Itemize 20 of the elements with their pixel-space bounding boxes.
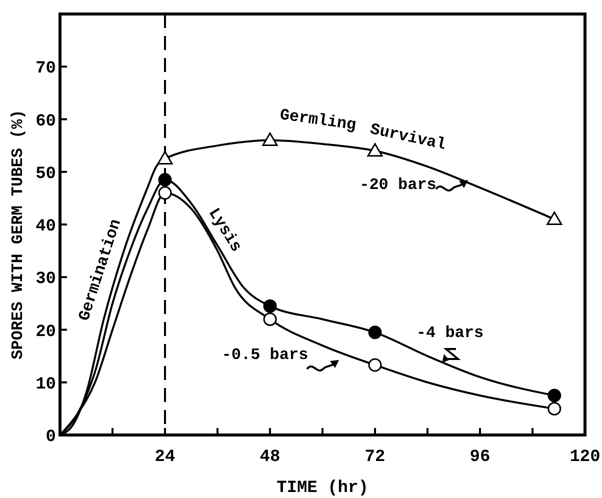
y-tick-label: 60 — [36, 112, 56, 132]
annotation: -20 bars — [360, 176, 436, 194]
y-tick-label: 40 — [36, 218, 56, 236]
y-axis-title: SPORES WITH GERM TUBES (%) — [9, 110, 27, 360]
annotation: Survival — [368, 120, 448, 154]
x-tick-label: 24 — [154, 448, 176, 467]
annotation: -0.5 bars — [222, 346, 308, 364]
x-tick-label: 72 — [364, 448, 386, 467]
x-tick-label: 120 — [570, 448, 600, 467]
x-tick-label: 48 — [260, 448, 280, 467]
annotation: -4 bars — [416, 324, 484, 342]
y-tick-label: 10 — [36, 375, 56, 394]
y-tick-label: 0 — [46, 428, 56, 447]
y-tick-label: 20 — [36, 322, 56, 342]
y-tick-label: 30 — [36, 270, 56, 290]
x-axis-title: TIME (hr) — [276, 479, 368, 498]
x-tick-label: 96 — [470, 448, 490, 467]
annotation: Germling — [278, 106, 358, 134]
y-tick-label: 70 — [36, 60, 56, 79]
y-tick-label: 50 — [36, 164, 56, 184]
